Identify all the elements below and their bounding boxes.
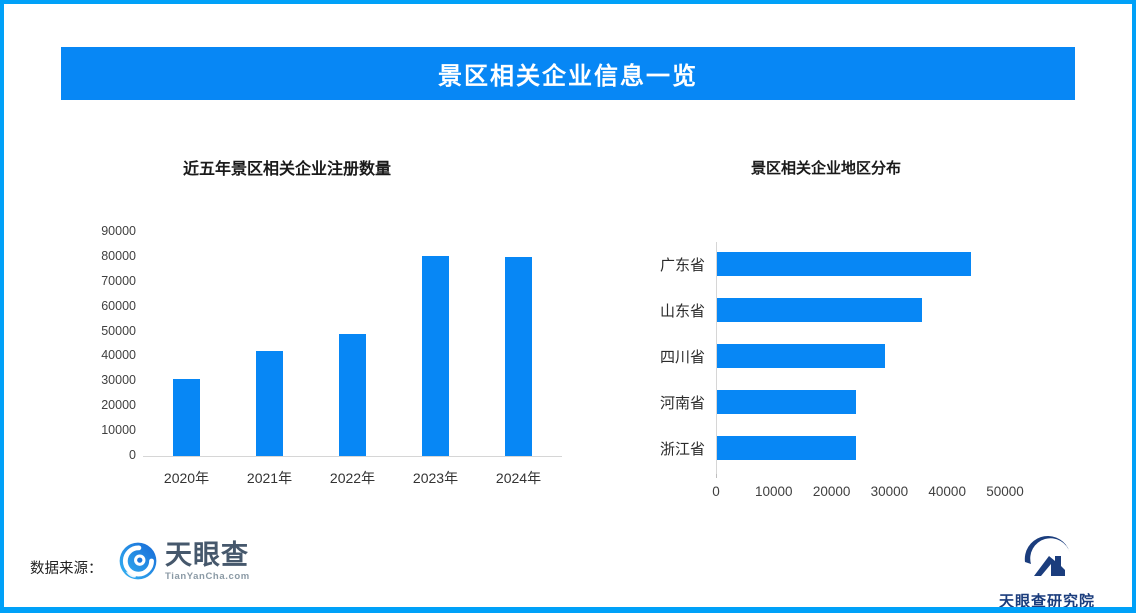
y-axis-tick-label: 50000	[101, 323, 136, 338]
y-axis-tick-label: 90000	[101, 224, 136, 238]
y-axis-tick-label: 10000	[101, 423, 136, 438]
y-axis-tick-label: 60000	[101, 298, 136, 313]
bar-河南省	[717, 390, 856, 414]
x-axis-tick-label: 0	[712, 484, 720, 499]
title-banner: 景区相关企业信息一览	[61, 47, 1075, 100]
research-institute-emblem-icon	[1021, 532, 1073, 587]
y-axis-line	[716, 242, 717, 474]
x-axis-tick-label: 40000	[928, 484, 966, 499]
category-label-河南省: 河南省	[659, 395, 705, 412]
x-axis-category-label: 2024年	[495, 470, 542, 486]
bar-四川省	[717, 344, 885, 368]
bar-广东省	[717, 252, 971, 276]
research-institute-logo: 天眼查研究院	[967, 532, 1127, 610]
x-axis-tick-label: 50000	[986, 484, 1024, 499]
bar-2020年	[173, 378, 200, 456]
bar-2023年	[422, 255, 449, 456]
tianyancha-eye-icon	[117, 540, 159, 587]
x-axis-line	[143, 456, 562, 457]
research-institute-name: 天眼查研究院	[998, 593, 1095, 610]
tianyancha-logo: 天眼查 TianYanCha.com	[117, 540, 250, 587]
y-axis-tick-label: 70000	[101, 273, 136, 288]
x-axis-tick-label: 20000	[812, 484, 851, 499]
y-axis-tick-label: 80000	[101, 248, 136, 263]
x-axis-category-label: 2021年	[246, 470, 293, 486]
x-axis-tick-label: 10000	[755, 484, 793, 499]
tianyancha-wordmark: 天眼查 TianYanCha.com	[165, 540, 250, 582]
x-axis-category-label: 2020年	[163, 470, 210, 486]
y-axis-tick-label: 20000	[101, 398, 136, 413]
bar-2022年	[339, 334, 366, 456]
bar-2024年	[505, 256, 532, 456]
zero-tick-mark	[716, 474, 717, 478]
bar-山东省	[717, 298, 922, 322]
category-label-浙江省: 浙江省	[659, 441, 705, 458]
tianyancha-url: TianYanCha.com	[165, 571, 250, 582]
x-axis-tick-label: 30000	[870, 484, 909, 499]
category-label-四川省: 四川省	[659, 349, 705, 366]
x-axis-category-label: 2022年	[329, 470, 376, 486]
page-title: 景区相关企业信息一览	[438, 63, 698, 90]
y-axis-tick-label: 40000	[101, 348, 136, 363]
x-axis-category-label: 2023年	[412, 470, 459, 486]
tianyancha-name: 天眼查	[165, 540, 249, 570]
y-axis-tick-label: 0	[129, 448, 136, 462]
y-axis-tick-label: 30000	[101, 373, 136, 388]
bar-2021年	[256, 351, 283, 456]
category-label-广东省: 广东省	[659, 257, 705, 274]
category-label-山东省: 山东省	[659, 303, 705, 320]
right-chart-title: 景区相关企业地区分布	[750, 160, 901, 177]
bar-浙江省	[717, 436, 856, 460]
left-chart-title: 近五年景区相关企业注册数量	[182, 161, 391, 178]
data-source-label: 数据来源：	[30, 561, 103, 577]
